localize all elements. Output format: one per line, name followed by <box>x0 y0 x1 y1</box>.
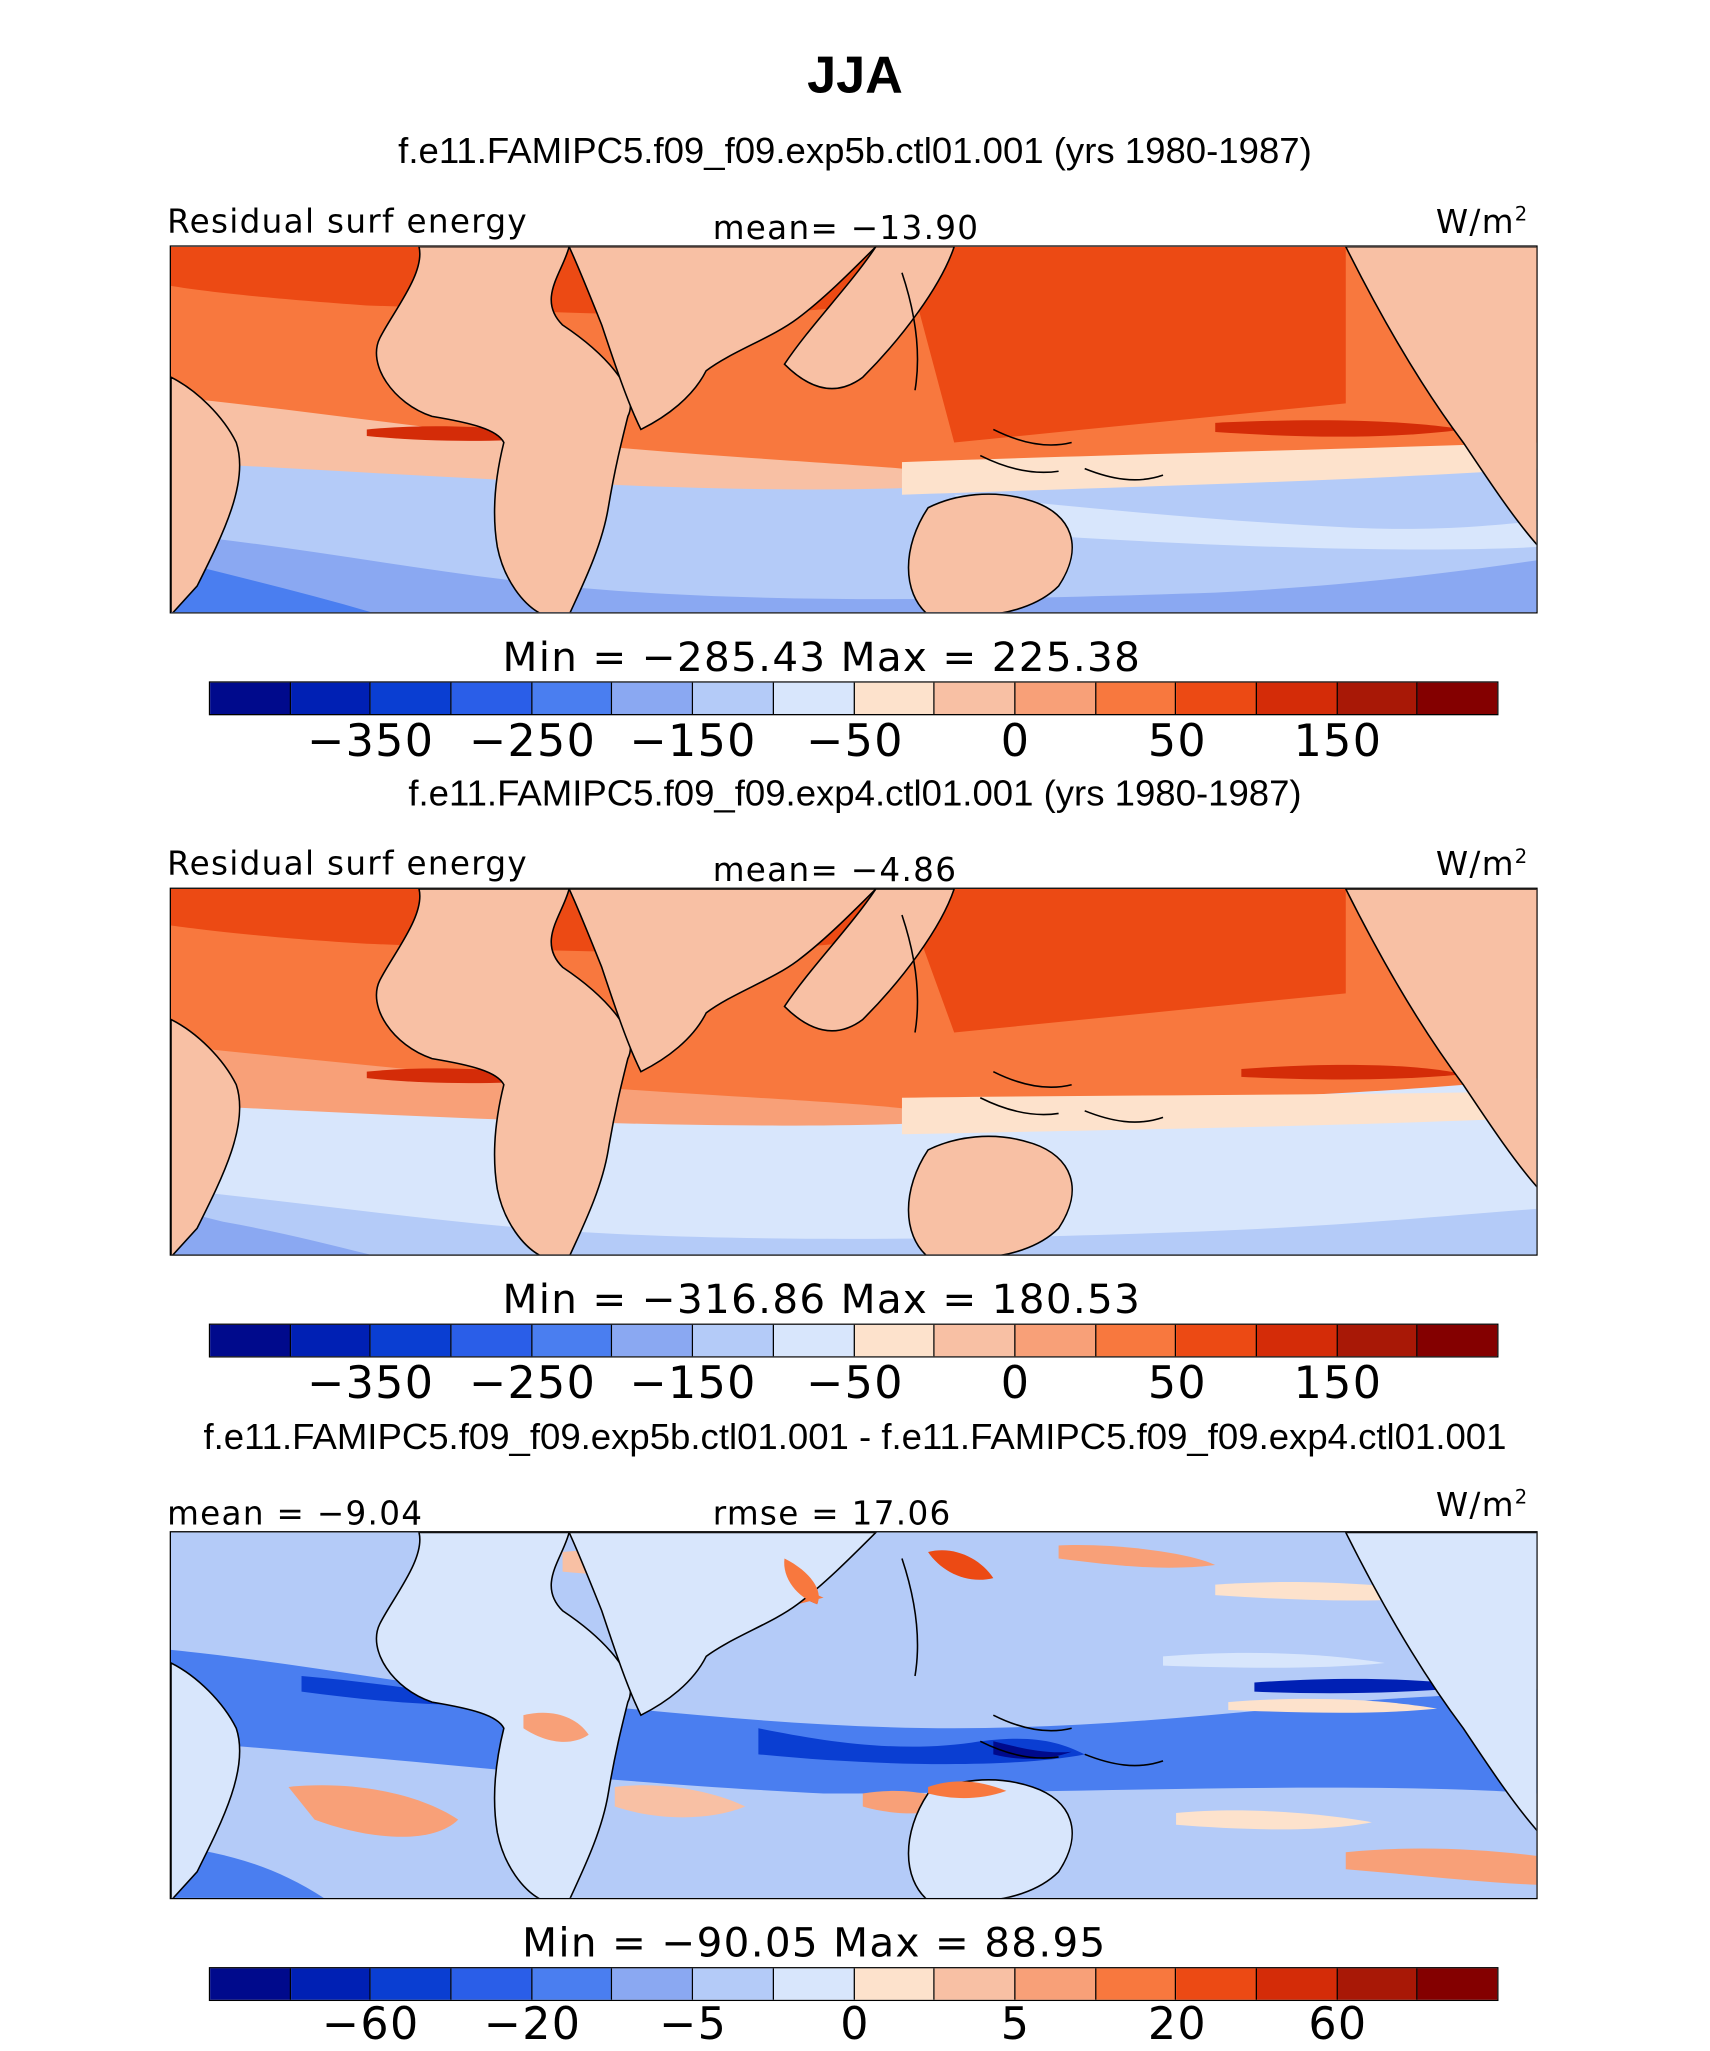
colorbar-2-box <box>210 1324 291 1357</box>
colorbar-1-box <box>210 682 291 714</box>
colorbar-3-box <box>934 1968 1016 2000</box>
panel-3-map <box>169 1531 1538 1900</box>
colorbar-1-box <box>371 682 452 714</box>
colorbar-2-box <box>612 1324 694 1357</box>
colorbar-2-box <box>693 1324 774 1357</box>
colorbar-2-box <box>1015 1324 1096 1357</box>
colorbar-3-box <box>1337 1968 1418 2000</box>
panel-3-tick: 60 <box>1308 1998 1368 2051</box>
panel-2-colorbar <box>208 1323 1499 1358</box>
colorbar-2-box <box>532 1324 613 1357</box>
panel-1-case-title: f.e11.FAMIPC5.f09_f09.exp5b.ctl01.001 (y… <box>398 130 1312 171</box>
panel-3-tick: 5 <box>1000 1998 1031 2051</box>
colorbar-1-box <box>1337 682 1418 714</box>
colorbar-2-box <box>290 1324 372 1357</box>
colorbar-2-box <box>1337 1324 1418 1357</box>
colorbar-3-box <box>451 1968 533 2000</box>
colorbar-2-box <box>1176 1324 1257 1357</box>
panel-2-units: W/m2 <box>1435 844 1529 883</box>
colorbar-1-box <box>451 682 533 714</box>
colorbar-2-box <box>1256 1324 1338 1357</box>
panel-1-tick: 0 <box>1000 715 1031 768</box>
colorbar-2-box <box>451 1324 533 1357</box>
panel-2-tick: 50 <box>1147 1357 1207 1410</box>
panel-2-mean-label: mean= −4.86 <box>712 851 958 889</box>
panel-1-minmax: Min = −285.43 Max = 225.38 <box>502 634 1142 682</box>
panel-3-tick: −5 <box>659 1998 728 2051</box>
colorbar-3-box <box>693 1968 774 2000</box>
colorbar-1-box <box>693 682 774 714</box>
colorbar-2-box <box>773 1324 855 1357</box>
colorbar-1-box <box>532 682 613 714</box>
colorbar-3-box <box>1256 1968 1338 2000</box>
panel-1-tick: −350 <box>307 715 435 768</box>
panel-1-tick: −50 <box>806 715 904 768</box>
colorbar-2-box <box>1417 1324 1498 1357</box>
colorbar-1-box <box>854 682 935 714</box>
panel-2-tick: −50 <box>806 1357 904 1410</box>
panel-1-variable-label: Residual surf energy <box>167 202 529 241</box>
panel-2-tick: −150 <box>629 1357 757 1410</box>
panel-1-mean-label: mean= −13.90 <box>712 208 980 247</box>
panel-3-minmax: Min = −90.05 Max = 88.95 <box>522 1920 1107 1968</box>
panel-1-tick: −250 <box>469 715 597 768</box>
colorbar-3-box <box>1417 1968 1498 2000</box>
colorbar-1-box <box>934 682 1016 714</box>
panel-3-tick: 0 <box>840 1998 870 2051</box>
panel-1-colorbar <box>208 681 1499 716</box>
panel-1-tick: 150 <box>1293 715 1383 768</box>
colorbar-1-box <box>1176 682 1257 714</box>
panel-2-tick: −350 <box>307 1357 435 1410</box>
panel-2-tick: 150 <box>1293 1357 1383 1410</box>
colorbar-2-box <box>934 1324 1016 1357</box>
colorbar-1-box <box>1417 682 1498 714</box>
panel-3-tick: 20 <box>1147 1998 1207 2051</box>
figure-title: JJA <box>807 46 903 105</box>
colorbar-3-box <box>532 1968 613 2000</box>
colorbar-3-box <box>1176 1968 1257 2000</box>
colorbar-1-box <box>1015 682 1096 714</box>
panel-1-units: W/m2 <box>1435 202 1529 241</box>
panel-1-map <box>169 245 1538 614</box>
colorbar-3-box <box>371 1968 452 2000</box>
colorbar-3-box <box>1095 1968 1177 2000</box>
panel-3-tick: −20 <box>483 1998 582 2051</box>
colorbar-3-box <box>290 1968 372 2000</box>
panel-3-units: W/m2 <box>1435 1485 1529 1524</box>
colorbar-1-box <box>1095 682 1177 714</box>
panel-2-minmax: Min = −316.86 Max = 180.53 <box>502 1276 1142 1324</box>
panel-3-colorbar <box>208 1967 1499 2002</box>
panel-2-tick: 0 <box>1000 1357 1031 1410</box>
colorbar-2-box <box>371 1324 452 1357</box>
colorbar-3-box <box>210 1968 291 2000</box>
panel-3-tick: −60 <box>321 1998 420 2051</box>
panel-1-tick: −150 <box>629 715 757 768</box>
colorbar-1-box <box>1256 682 1338 714</box>
colorbar-2-box <box>1095 1324 1177 1357</box>
colorbar-1-box <box>290 682 372 714</box>
panel-3-mean-label: mean = −9.04 <box>167 1494 424 1533</box>
panel-3-map-svg <box>170 1532 1537 1898</box>
colorbar-3-box <box>1015 1968 1096 2000</box>
panel-1-tick: 50 <box>1147 715 1207 768</box>
colorbar-3-box <box>854 1968 935 2000</box>
panel-2-map-svg <box>170 888 1537 1255</box>
panel-3-case-title: f.e11.FAMIPC5.f09_f09.exp5b.ctl01.001 - … <box>203 1416 1507 1457</box>
panel-3-rmse-label: rmse = 17.06 <box>712 1494 952 1533</box>
colorbar-2-box <box>854 1324 935 1357</box>
panel-2-variable-label: Residual surf energy <box>167 844 529 883</box>
panel-2-tick: −250 <box>469 1357 597 1410</box>
panel-2-case-title: f.e11.FAMIPC5.f09_f09.exp4.ctl01.001 (yr… <box>408 772 1302 814</box>
colorbar-1-box <box>612 682 694 714</box>
colorbar-3-box <box>773 1968 855 2000</box>
panel-1-map-svg <box>170 246 1537 613</box>
panel-2-map <box>169 887 1538 1256</box>
colorbar-1-box <box>773 682 855 714</box>
colorbar-3-box <box>612 1968 694 2000</box>
